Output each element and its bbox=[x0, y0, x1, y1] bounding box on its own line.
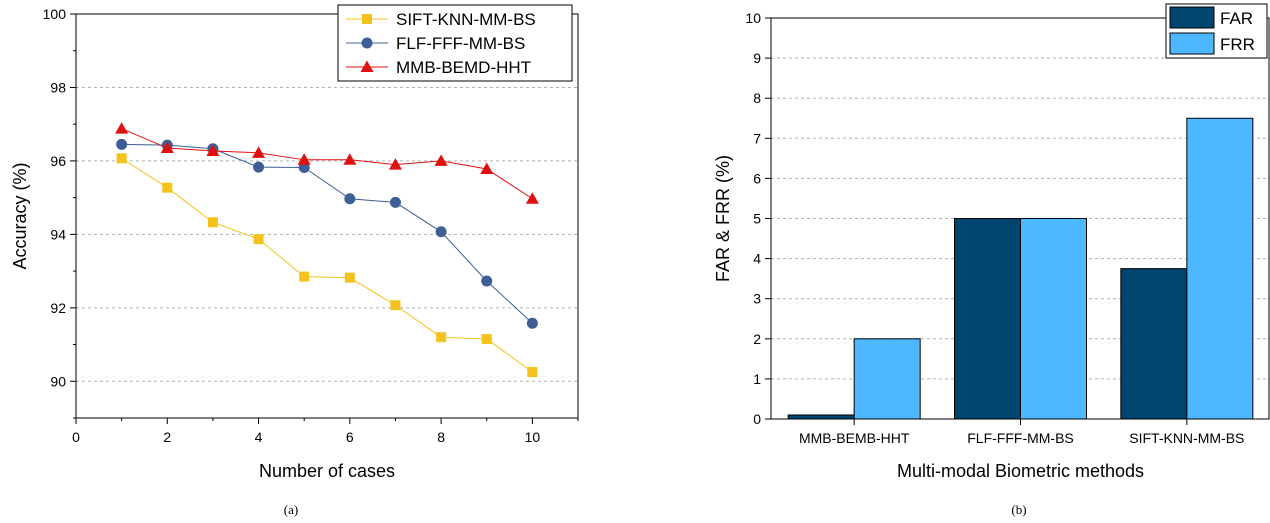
a-y-tick-label: 90 bbox=[50, 373, 66, 389]
a-x-tick-label: 4 bbox=[255, 429, 263, 445]
b-y-tick-label: 0 bbox=[753, 411, 761, 427]
a-point-sift-knn-mm-bs bbox=[253, 234, 264, 245]
b-x-tick-label: MMB-BEMB-HHT bbox=[799, 430, 910, 446]
b-axis-ticks: 0 1 2 3 4 5 6 7 8 9 10 MMB-BEMB-HHT FLF-FFF-MM-BS SIF… bbox=[745, 10, 1244, 446]
accuracy-line-chart: 90 92 94 96 98 100 0 2 4 6 8 10 SIFT-KNN-MM-BS FLF-F… bbox=[10, 4, 579, 517]
a-point-sift-knn-mm-bs bbox=[527, 367, 538, 378]
a-plot-frame bbox=[75, 13, 579, 419]
a-point-mmb-bemd-hht bbox=[252, 146, 266, 158]
a-legend-label: FLF-FFF-MM-BS bbox=[396, 34, 525, 53]
a-line-mmb-bemd-hht bbox=[121, 128, 533, 200]
a-legend-marker bbox=[360, 60, 374, 72]
b-x-tick-label: SIFT-KNN-MM-BS bbox=[1129, 430, 1244, 446]
b-y-tick-label: 10 bbox=[745, 10, 761, 26]
a-y-tick-label: 94 bbox=[50, 226, 66, 242]
b-y-tick-label: 1 bbox=[753, 371, 761, 387]
b-bar-frr-flf-fff-mm-bs bbox=[1020, 218, 1087, 420]
a-y-tick-label: 96 bbox=[50, 153, 66, 169]
a-point-sift-knn-mm-bs bbox=[344, 272, 355, 283]
a-axis-ticks: 90 92 94 96 98 100 0 2 4 6 8 10 bbox=[43, 6, 579, 445]
b-legend-label: FAR bbox=[1220, 9, 1253, 28]
b-x-axis-label: Multi-modal Biometric methods bbox=[897, 461, 1144, 481]
a-y-tick-label: 92 bbox=[50, 300, 66, 316]
a-point-sift-knn-mm-bs bbox=[299, 271, 310, 282]
b-bar-frr-sift-knn-mm-bs bbox=[1186, 117, 1254, 420]
b-bar-far-sift-knn-mm-bs bbox=[1120, 268, 1188, 420]
b-legend-swatch bbox=[1169, 6, 1215, 29]
a-y-tick-label: 100 bbox=[43, 6, 67, 22]
a-series-sift-knn-mm-bs bbox=[116, 153, 538, 378]
a-x-tick-label: 8 bbox=[437, 429, 445, 445]
a-x-tick-label: 6 bbox=[346, 429, 354, 445]
a-caption: (a) bbox=[284, 502, 298, 517]
b-y-tick-label: 3 bbox=[753, 291, 761, 307]
a-point-mmb-bemd-hht bbox=[297, 153, 311, 165]
b-y-tick-label: 4 bbox=[753, 251, 761, 267]
a-legend: SIFT-KNN-MM-BS FLF-FFF-MM-BS MMB-BEMD-HHT bbox=[337, 4, 573, 82]
a-point-sift-knn-mm-bs bbox=[390, 300, 401, 311]
b-caption: (b) bbox=[1011, 502, 1026, 517]
a-point-flf-fff-mm-bs bbox=[253, 161, 265, 173]
a-point-mmb-bemd-hht bbox=[388, 158, 402, 170]
a-x-tick-label: 2 bbox=[163, 429, 171, 445]
b-y-tick-label: 6 bbox=[753, 170, 761, 186]
a-point-mmb-bemd-hht bbox=[480, 162, 494, 174]
a-legend-label: MMB-BEMD-HHT bbox=[396, 58, 531, 77]
b-bar-far-mmb-bemb-hht bbox=[787, 414, 855, 420]
b-bar-far-flf-fff-mm-bs bbox=[954, 218, 1021, 420]
b-y-tick-label: 2 bbox=[753, 331, 761, 347]
b-y-tick-label: 9 bbox=[753, 50, 761, 66]
a-y-tick-label: 98 bbox=[50, 79, 66, 95]
a-line-sift-knn-mm-bs bbox=[121, 157, 533, 373]
b-legend-label: FRR bbox=[1220, 35, 1255, 54]
a-point-flf-fff-mm-bs bbox=[526, 317, 538, 329]
b-bar-frr-mmb-bemb-hht bbox=[853, 338, 921, 420]
b-y-tick-label: 7 bbox=[753, 130, 761, 146]
a-point-flf-fff-mm-bs bbox=[389, 196, 401, 208]
b-y-tick-label: 8 bbox=[753, 90, 761, 106]
a-point-flf-fff-mm-bs bbox=[435, 226, 447, 238]
a-point-sift-knn-mm-bs bbox=[481, 334, 492, 345]
a-point-flf-fff-mm-bs bbox=[344, 193, 356, 205]
a-point-mmb-bemd-hht bbox=[434, 154, 448, 166]
a-point-sift-knn-mm-bs bbox=[207, 217, 218, 228]
a-series-flf-fff-mm-bs bbox=[116, 138, 538, 329]
b-bars bbox=[787, 117, 1254, 420]
a-point-flf-fff-mm-bs bbox=[116, 138, 128, 150]
a-series-lines bbox=[115, 122, 539, 378]
a-point-mmb-bemd-hht bbox=[160, 141, 174, 154]
a-point-sift-knn-mm-bs bbox=[162, 182, 173, 193]
far-frr-bar-chart: 0 1 2 3 4 5 6 7 8 9 10 MMB-BEMB-HHT FLF-FFF-MM-BS SIF… bbox=[713, 3, 1270, 517]
b-x-tick-label: FLF-FFF-MM-BS bbox=[967, 430, 1074, 446]
b-y-axis-label: FAR & FRR (%) bbox=[713, 155, 733, 282]
a-legend-label: SIFT-KNN-MM-BS bbox=[396, 10, 536, 29]
a-point-sift-knn-mm-bs bbox=[436, 332, 447, 343]
b-legend: FAR FRR bbox=[1165, 3, 1268, 59]
a-point-mmb-bemd-hht bbox=[343, 153, 357, 165]
a-line-flf-fff-mm-bs bbox=[121, 143, 533, 324]
a-legend-marker bbox=[361, 37, 373, 49]
a-point-flf-fff-mm-bs bbox=[481, 275, 493, 287]
a-x-axis-label: Number of cases bbox=[259, 461, 395, 481]
a-x-tick-label: 0 bbox=[72, 429, 80, 445]
a-series-mmb-bemd-hht bbox=[115, 122, 539, 204]
b-legend-swatch bbox=[1169, 32, 1215, 55]
a-point-mmb-bemd-hht bbox=[115, 122, 129, 134]
a-point-mmb-bemd-hht bbox=[525, 192, 539, 204]
a-point-sift-knn-mm-bs bbox=[116, 153, 127, 164]
a-x-tick-label: 10 bbox=[525, 429, 541, 445]
a-y-axis-label: Accuracy (%) bbox=[10, 162, 30, 269]
a-gridlines bbox=[76, 86, 578, 382]
a-point-mmb-bemd-hht bbox=[206, 144, 220, 156]
b-y-tick-label: 5 bbox=[753, 211, 761, 227]
a-legend-marker bbox=[362, 14, 372, 24]
